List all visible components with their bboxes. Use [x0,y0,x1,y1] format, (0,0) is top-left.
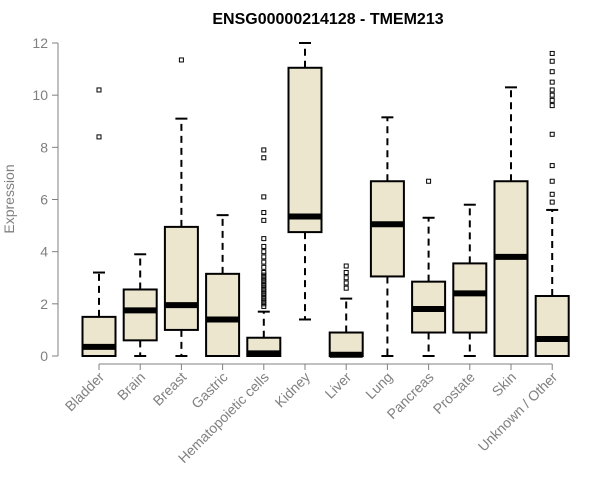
outlier-point [343,275,349,281]
outlier-point [261,243,267,249]
y-tick-label: 8 [40,139,48,155]
box-body [534,295,570,357]
outlier-point [261,270,267,276]
box-body [369,180,405,278]
y-tick-label: 2 [40,296,48,312]
outlier-point [261,217,267,223]
x-tick-label: Lung [362,369,395,402]
y-tick-label: 4 [40,244,48,260]
outlier-point [549,131,555,137]
outlier-point [261,285,267,291]
outlier-point [261,296,267,302]
x-tick-label: Bladder [62,369,108,415]
box-breast [163,57,199,357]
y-tick-label: 10 [32,87,48,103]
box-unknown-other [534,50,570,357]
outlier-point [261,194,267,200]
outlier-point [261,301,267,307]
box-body [452,262,488,334]
outlier-point [261,293,267,299]
box-bladder [81,87,117,357]
outlier-point [549,163,555,169]
outlier-point [261,147,267,153]
x-tick-label: Liver [322,369,355,402]
box-kidney [287,42,323,321]
outlier-point [261,280,267,286]
box-body [122,288,158,342]
box-brain [122,253,158,357]
outlier-point [343,270,349,276]
outlier-point [343,285,349,291]
outlier-point [549,103,555,109]
box-body [287,66,323,234]
outlier-point [261,264,267,270]
outlier-point [261,249,267,255]
box-pancreas [411,178,447,357]
outlier-point [549,79,555,85]
y-tick-label: 12 [32,35,48,51]
outlier-point [549,92,555,98]
outlier-point [549,199,555,205]
box-body [205,272,241,357]
outlier-point [261,155,267,161]
box-body [163,225,199,331]
box-prostate [452,203,488,357]
x-tick-label: Kidney [272,369,314,411]
outlier-point [261,259,267,265]
x-tick-label: Skin [489,369,520,400]
x-tick-label: Breast [150,369,190,409]
box-group [81,42,570,358]
outlier-point [261,303,267,309]
outlier-point [343,263,349,269]
x-tick-label: Brain [114,369,148,403]
outlier-point [261,210,267,216]
outlier-point [261,254,267,260]
outlier-point [96,134,102,140]
box-skin [493,86,529,357]
outlier-point [261,275,267,281]
chart-title: ENSG00000214128 - TMEM213 [212,11,443,28]
outlier-point [549,191,555,197]
outlier-point [426,178,432,184]
box-body [493,180,529,357]
y-tick-label: 6 [40,192,48,208]
outlier-point [549,69,555,75]
y-axis-label: Expression [1,164,17,233]
outlier-point [261,290,267,296]
outlier-point [343,280,349,286]
outlier-point [261,288,267,294]
box-body [81,315,117,357]
outlier-point [261,298,267,304]
box-liver [328,263,364,358]
outlier-point [261,272,267,278]
outlier-point [178,57,184,63]
box-hematopoietic-cells [246,147,282,358]
box-gastric [205,214,241,357]
y-tick-label: 0 [40,348,48,364]
outlier-point [261,236,267,242]
outlier-point [261,283,267,289]
outlier-point [549,58,555,64]
y-axis: 0 2 4 6 8 10 12 [32,35,59,364]
box-lung [369,116,405,357]
outlier-point [261,277,267,283]
outlier-point [96,87,102,93]
outlier-point [549,50,555,56]
outlier-point [549,97,555,103]
outlier-point [549,178,555,184]
x-tick-label: Prostate [430,369,478,417]
outlier-point [549,87,555,93]
